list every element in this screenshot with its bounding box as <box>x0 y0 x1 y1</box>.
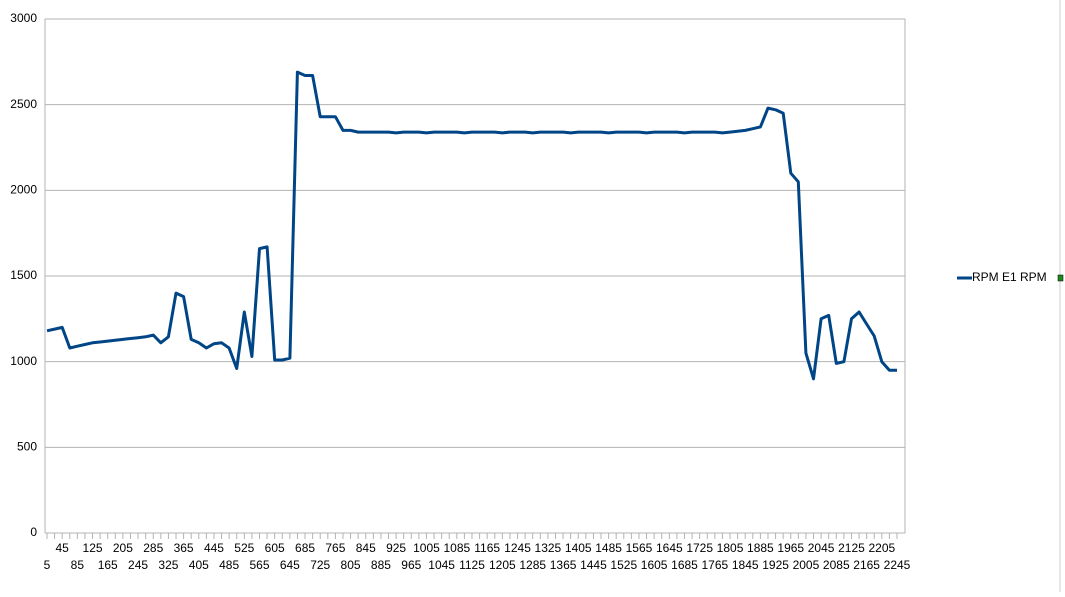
x-tick-label: 2085 <box>823 558 850 572</box>
x-tick-label: 1365 <box>550 558 577 572</box>
x-tick-label: 925 <box>386 541 406 555</box>
y-tick-label: 2500 <box>10 97 37 111</box>
y-tick-label: 1500 <box>10 268 37 282</box>
x-tick-label: 1445 <box>580 558 607 572</box>
x-tick-label: 1325 <box>535 541 562 555</box>
x-tick-label: 805 <box>341 558 361 572</box>
y-tick-label: 1000 <box>10 354 37 368</box>
x-tick-label: 2045 <box>808 541 835 555</box>
x-tick-label: 1765 <box>702 558 729 572</box>
x-tick-label: 1005 <box>413 541 440 555</box>
x-tick-label: 885 <box>371 558 391 572</box>
x-tick-label: 645 <box>280 558 300 572</box>
y-tick-label: 3000 <box>10 11 37 25</box>
x-tick-label: 1725 <box>686 541 713 555</box>
x-tick-label: 1045 <box>428 558 455 572</box>
x-tick-label: 1485 <box>595 541 622 555</box>
y-tick-label: 0 <box>30 525 37 539</box>
x-tick-label: 205 <box>113 541 133 555</box>
x-tick-label: 45 <box>55 541 69 555</box>
x-tick-label: 1125 <box>459 558 485 572</box>
x-tick-label: 125 <box>83 541 103 555</box>
x-tick-label: 685 <box>295 541 315 555</box>
x-tick-label: 2125 <box>838 541 865 555</box>
x-tick-label: 1565 <box>626 541 653 555</box>
x-tick-label: 165 <box>98 558 118 572</box>
handle <box>1057 274 1064 282</box>
x-tick-label: 2005 <box>793 558 820 572</box>
x-tick-label: 1845 <box>732 558 759 572</box>
x-tick-label: 1285 <box>519 558 546 572</box>
x-tick-label: 1885 <box>747 541 774 555</box>
x-tick-label: 1605 <box>641 558 668 572</box>
x-tick-label: 525 <box>234 541 254 555</box>
x-tick-label: 1925 <box>762 558 789 572</box>
x-tick-label: 1245 <box>504 541 531 555</box>
x-tick-label: 325 <box>158 558 178 572</box>
x-tick-label: 445 <box>204 541 224 555</box>
x-tick-label: 5 <box>44 558 51 572</box>
x-tick-label: 1965 <box>777 541 804 555</box>
x-tick-label: 2165 <box>853 558 880 572</box>
line <box>46 70 897 381</box>
x-tick-label: 725 <box>310 558 330 572</box>
x-tick-label: 2205 <box>868 541 895 555</box>
x-tick-label: 605 <box>265 541 285 555</box>
x-tick-label: 965 <box>401 558 421 572</box>
x-tick-label: 1645 <box>656 541 683 555</box>
x-tick-label: 1205 <box>489 558 516 572</box>
x-tick-label: 485 <box>219 558 239 572</box>
x-tick-label: 845 <box>356 541 376 555</box>
x-tick-label: 1525 <box>610 558 637 572</box>
x-tick-label: 2245 <box>884 558 911 572</box>
x-tick-label: 1165 <box>474 541 500 555</box>
x-tick-label: 565 <box>249 558 269 572</box>
y-tick-label: 500 <box>17 440 37 454</box>
x-tick-label: 765 <box>325 541 345 555</box>
x-tick-label: 1085 <box>443 541 470 555</box>
x-tick-label: 245 <box>128 558 148 572</box>
x-tick-label: 405 <box>189 558 209 572</box>
y-tick-label: 2000 <box>10 183 37 197</box>
x-tick-label: 1805 <box>717 541 744 555</box>
x-tick-label: 85 <box>71 558 85 572</box>
x-tick-label: 1405 <box>565 541 592 555</box>
x-tick-label: 285 <box>143 541 163 555</box>
x-tick-label: 1685 <box>671 558 698 572</box>
x-tick-label: 365 <box>174 541 194 555</box>
legend-label: RPM E1 RPM <box>972 270 1047 284</box>
